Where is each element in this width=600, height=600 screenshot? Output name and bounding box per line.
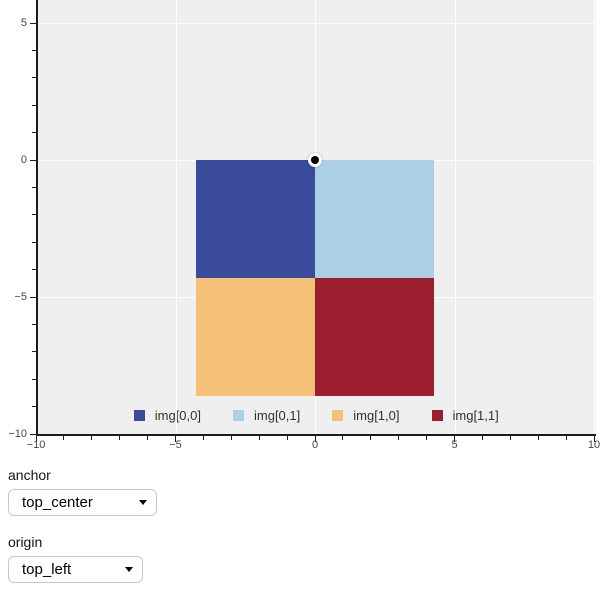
x-axis-minor-tick: [119, 435, 121, 440]
x-axis-major-tick: [35, 435, 37, 442]
x-axis-line: [36, 434, 596, 436]
x-axis-major-tick: [454, 435, 455, 442]
y-axis-minor-tick: [32, 77, 36, 79]
y-axis-minor-tick: [32, 104, 36, 106]
x-axis-minor-tick: [565, 435, 567, 440]
x-axis-minor-tick: [481, 435, 483, 440]
legend-label: img[0,0]: [154, 407, 201, 423]
legend-swatch: [332, 409, 344, 421]
gridline-vertical: [594, 0, 595, 434]
origin-select[interactable]: top_left: [8, 556, 143, 583]
y-axis-major-tick: [30, 22, 36, 24]
y-axis-minor-tick: [32, 378, 36, 380]
plot-area: img[0,0] img[0,1] img[1,0] img[1,1]: [36, 0, 597, 434]
image-cell-img[0,1]: [315, 160, 434, 278]
y-axis-tick-label: −5: [14, 291, 27, 303]
anchor-select-label: anchor: [8, 467, 51, 483]
chevron-down-icon: [139, 500, 147, 505]
y-axis-major-tick: [30, 296, 36, 298]
x-axis-tick-label: 10: [587, 439, 600, 451]
x-axis-major-tick: [314, 435, 316, 442]
x-axis-tick-label: 5: [451, 439, 458, 451]
legend-label: img[0,1]: [254, 407, 301, 423]
chevron-down-icon: [125, 567, 133, 572]
legend: img[0,0] img[0,1] img[1,0] img[1,1]: [37, 407, 597, 423]
plot-figure: img[0,0] img[0,1] img[1,0] img[1,1] −10 −5 0 5…: [8, 0, 600, 451]
y-axis-tick-label: −10: [8, 428, 27, 440]
x-axis-tick-label: −10: [26, 439, 46, 451]
anchor-select-value: top_center: [22, 494, 93, 511]
x-axis-minor-tick: [426, 435, 428, 440]
legend-label: img[1,1]: [452, 407, 499, 423]
anchor-marker-dot: [311, 156, 319, 164]
x-axis-minor-tick: [258, 435, 260, 440]
y-axis-tick-label: 5: [20, 17, 27, 29]
legend-swatch: [431, 409, 443, 421]
legend-item: img[1,0]: [332, 407, 400, 423]
y-axis-minor-tick: [32, 269, 36, 271]
legend-item: img[1,1]: [431, 407, 499, 423]
y-axis-minor-tick: [32, 186, 36, 188]
gridline-vertical: [175, 0, 177, 434]
gridline-vertical: [454, 0, 456, 434]
x-axis-minor-tick: [91, 435, 93, 440]
x-axis-major-tick: [593, 435, 595, 442]
x-axis-minor-tick: [230, 435, 232, 440]
x-axis-minor-tick: [147, 435, 149, 440]
y-axis-minor-tick: [32, 323, 36, 325]
x-axis-minor-tick: [370, 435, 372, 440]
x-axis-minor-tick: [286, 435, 288, 440]
origin-select-value: top_left: [22, 561, 72, 578]
legend-item: img[0,1]: [233, 408, 300, 423]
y-axis-major-tick: [30, 433, 36, 435]
legend-item: img[0,0]: [133, 407, 201, 423]
anchor-select[interactable]: top_center: [8, 489, 157, 516]
x-axis-major-tick: [175, 435, 176, 442]
legend-label: img[1,0]: [353, 407, 400, 423]
x-axis-tick-label: −5: [169, 439, 182, 451]
y-axis-major-tick: [30, 159, 36, 161]
image-cell-img[1,1]: [315, 277, 434, 396]
x-axis-minor-tick: [509, 435, 511, 440]
x-axis-minor-tick: [202, 435, 204, 440]
x-axis-minor-tick: [342, 435, 344, 440]
x-axis-minor-tick: [537, 435, 539, 440]
image-cell-img[0,0]: [196, 160, 315, 278]
y-axis-minor-tick: [32, 406, 36, 408]
x-axis-tick-label: 0: [311, 439, 319, 451]
y-axis-minor-tick: [32, 351, 36, 353]
origin-select-label: origin: [8, 534, 43, 550]
image-cell-img[1,0]: [196, 277, 315, 396]
legend-swatch: [133, 409, 145, 421]
y-axis-minor-tick: [32, 132, 36, 134]
x-axis-minor-tick: [63, 435, 65, 440]
y-axis-minor-tick: [32, 241, 36, 243]
y-axis-minor-tick: [32, 49, 36, 51]
x-axis-minor-tick: [398, 435, 400, 440]
legend-swatch: [233, 409, 244, 421]
y-axis-line: [36, 0, 38, 435]
y-axis-tick-label: 0: [20, 154, 27, 166]
gridline-horizontal: [36, 23, 596, 24]
anchor-marker: [308, 153, 322, 167]
y-axis-minor-tick: [32, 214, 36, 216]
